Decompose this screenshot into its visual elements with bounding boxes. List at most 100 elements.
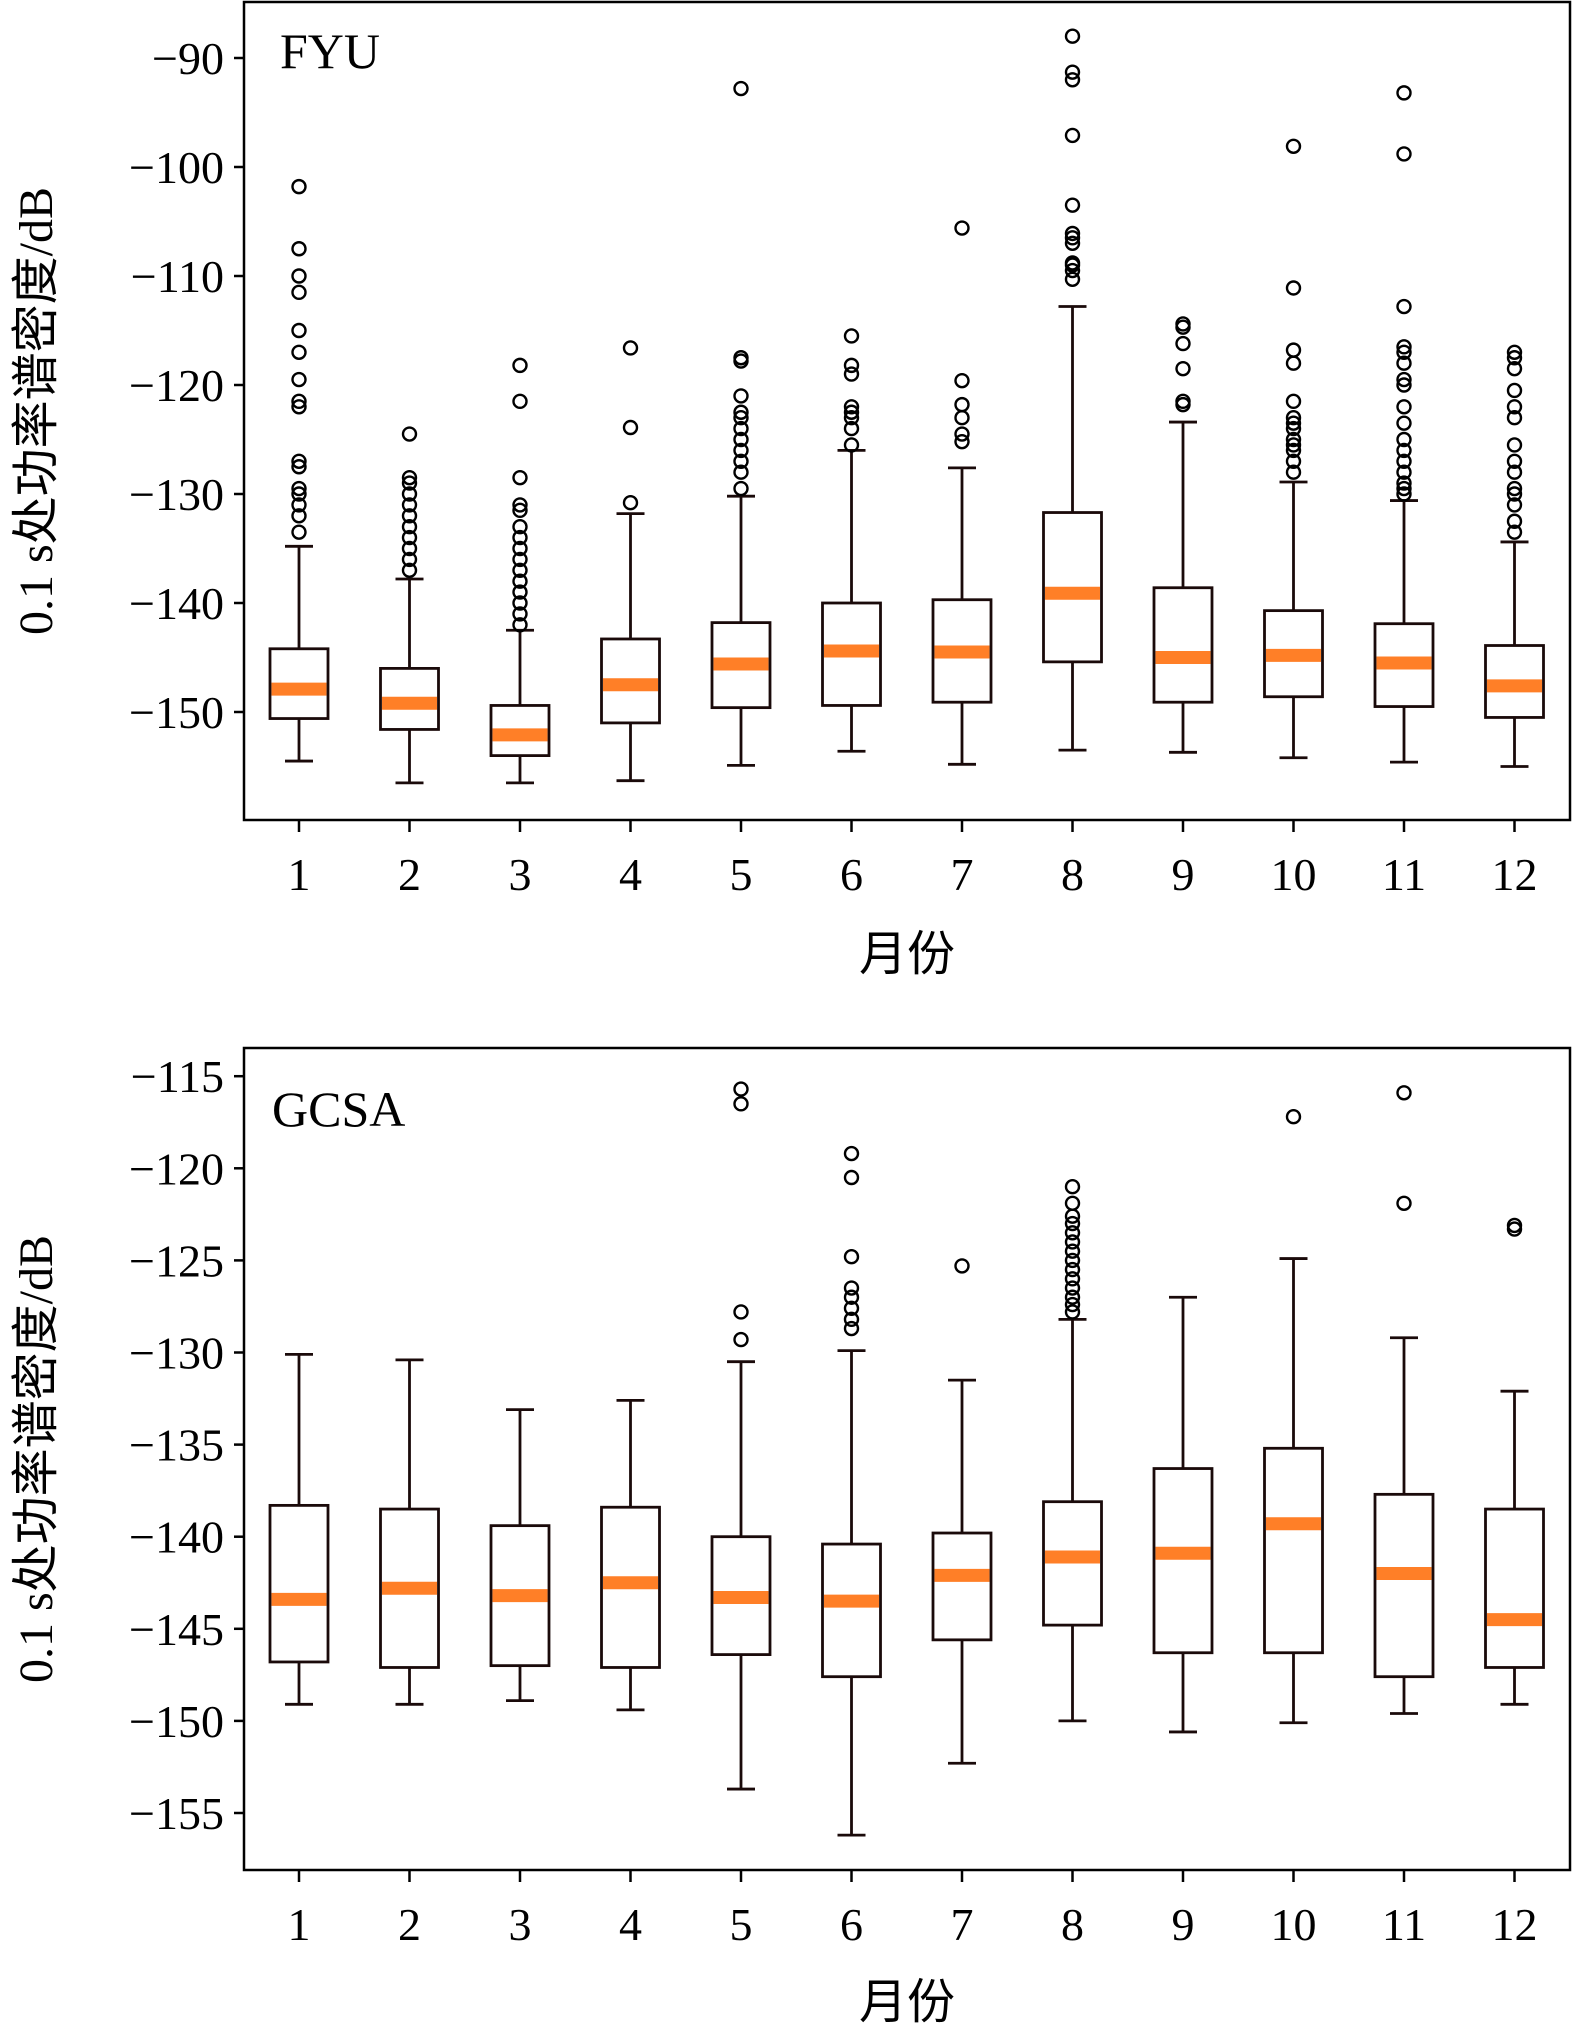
outlier-point (291, 371, 307, 388)
outlier-point (1064, 262, 1081, 279)
gcsa-box-month-2 (379, 1358, 440, 1706)
outlier-point (1285, 415, 1302, 431)
outlier-point (1175, 360, 1191, 377)
outlier-point (733, 431, 749, 448)
outlier-point (291, 322, 307, 339)
outlier-point (954, 433, 970, 450)
gcsa-plot-frame (242, 1046, 1572, 1872)
gcsa-box-month-7 (931, 1258, 993, 1765)
outlier-point (843, 328, 860, 344)
gcsa-box-month-9 (1152, 1295, 1214, 1734)
outlier-point (1175, 335, 1191, 352)
outlier-point (1396, 339, 1412, 355)
outlier-point (512, 529, 528, 546)
outlier-point (1506, 480, 1523, 497)
outlier-point (1064, 235, 1081, 252)
fyu-y-tick-label: −90 (152, 33, 224, 84)
outlier-point (843, 1169, 860, 1186)
outlier-point (1285, 453, 1302, 469)
gcsa-box-month-4 (600, 1398, 661, 1712)
outlier-point (1396, 480, 1412, 497)
iqr-box (1373, 1492, 1435, 1679)
outlier-point (733, 442, 749, 459)
fyu-x-tick-label: 2 (398, 849, 421, 900)
outlier-point (1396, 85, 1412, 101)
outlier-point (512, 606, 528, 622)
outlier-point (1506, 344, 1523, 360)
gcsa-box-month-1 (268, 1352, 330, 1706)
outlier-point (401, 486, 418, 502)
gcsa-x-tick-label: 12 (1492, 1899, 1538, 1950)
fyu-y-tick-label: −100 (129, 142, 224, 193)
outlier-point (733, 1304, 749, 1320)
gcsa-box-month-6 (821, 1145, 882, 1837)
fyu-boxes (268, 28, 1545, 785)
outlier-point (733, 420, 749, 437)
gcsa-y-tick-label: −145 (129, 1604, 224, 1655)
outlier-point (1285, 437, 1302, 453)
gcsa-x-tick-label: 8 (1061, 1899, 1084, 1950)
iqr-box (1152, 1467, 1214, 1655)
fyu-box-month-4 (600, 340, 661, 783)
outlier-point (1064, 230, 1081, 246)
gcsa-y-tick-label: −115 (131, 1051, 224, 1102)
outlier-point (512, 595, 528, 611)
outlier-point (1506, 382, 1523, 399)
outlier-point (843, 1300, 860, 1316)
outlier-point (1396, 415, 1412, 431)
outlier-point (843, 357, 860, 374)
outlier-point (1506, 399, 1523, 415)
fyu-y-tick-label: −110 (131, 251, 224, 302)
outlier-point (843, 1289, 860, 1305)
outlier-point (1396, 1085, 1412, 1101)
iqr-box (821, 1542, 882, 1679)
outlier-point (1285, 410, 1302, 426)
outlier-point (1064, 1271, 1081, 1287)
outlier-point (291, 486, 307, 502)
outlier-point (954, 410, 970, 426)
fyu-x-tick-label: 4 (619, 849, 642, 900)
outlier-point (1064, 127, 1081, 144)
outlier-point (512, 562, 528, 578)
outlier-point (622, 419, 639, 436)
fyu-box-month-8 (1042, 28, 1103, 752)
gcsa-x-tick-label: 11 (1382, 1899, 1426, 1950)
outlier-point (1175, 316, 1191, 332)
fyu-box-month-1 (268, 178, 330, 763)
gcsa-y-tick-label: −125 (129, 1235, 224, 1286)
outlier-point (1064, 1195, 1081, 1211)
outlier-point (401, 508, 418, 524)
iqr-box (931, 1531, 993, 1642)
outlier-point (1064, 72, 1081, 88)
outlier-point (291, 393, 307, 410)
outlier-point (954, 426, 970, 442)
iqr-box (1484, 1507, 1545, 1669)
fyu-x-tick-label: 7 (951, 849, 974, 900)
outlier-point (733, 404, 749, 420)
fyu-x-tick-label: 6 (840, 849, 863, 900)
outlier-point (733, 350, 749, 366)
fyu-x-tick-label: 3 (509, 849, 532, 900)
outlier-point (291, 453, 307, 469)
outlier-point (954, 1258, 970, 1274)
outlier-point (843, 366, 860, 382)
fyu-x-tick-label: 10 (1271, 849, 1317, 900)
gcsa-y-axis-title: 0.1 s处功率谱密度/dB (10, 1235, 63, 1683)
outlier-point (1064, 1289, 1081, 1305)
gcsa-x-tick-label: 6 (840, 1899, 863, 1950)
gcsa-y-axis: −155 −150 −145 −140 −135 −130 −125 −120 −115 (129, 1051, 244, 1839)
gcsa-x-tick-label: 10 (1271, 1899, 1317, 1950)
outlier-point (1396, 464, 1412, 480)
outlier-point (401, 426, 418, 442)
outlier-point (1285, 280, 1302, 296)
gcsa-x-axis: 1 2 3 4 5 6 7 8 9 10 11 12 (288, 1870, 1538, 1950)
fyu-plot-frame (242, 0, 1572, 822)
outlier-point (1506, 1217, 1523, 1234)
outlier-point (1064, 1243, 1081, 1259)
outlier-point (291, 344, 307, 360)
outlier-point (1506, 350, 1523, 366)
fyu-y-axis-title: 0.1 s处功率谱密度/dB (10, 187, 63, 635)
gcsa-y-tick-label: −155 (129, 1788, 224, 1839)
outlier-point (401, 497, 418, 513)
outlier-point (733, 1331, 749, 1348)
